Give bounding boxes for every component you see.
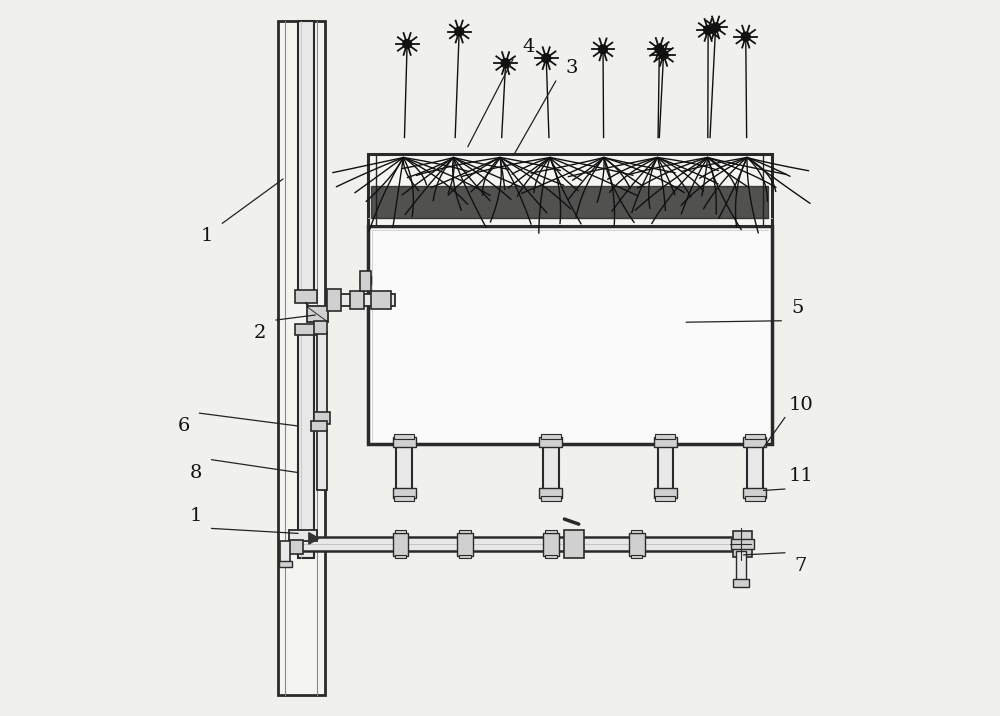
Bar <box>393 488 416 498</box>
Text: 2: 2 <box>254 324 266 342</box>
Bar <box>457 533 473 556</box>
Bar <box>743 488 766 498</box>
Bar <box>564 530 584 558</box>
Bar <box>745 434 765 439</box>
Circle shape <box>659 51 668 59</box>
Circle shape <box>501 59 510 67</box>
Bar <box>539 488 562 498</box>
Bar <box>289 530 317 541</box>
Bar <box>279 561 292 567</box>
Text: 1: 1 <box>190 506 202 525</box>
Bar <box>733 579 749 587</box>
Bar <box>327 294 395 306</box>
Bar <box>317 332 327 417</box>
Bar <box>459 555 471 558</box>
Bar <box>298 329 314 558</box>
Bar <box>314 412 330 424</box>
Text: 8: 8 <box>190 463 202 482</box>
Circle shape <box>455 27 463 36</box>
Polygon shape <box>371 186 768 218</box>
Bar <box>295 290 317 303</box>
Bar <box>541 496 561 501</box>
Bar <box>289 540 303 554</box>
Bar <box>747 444 763 490</box>
Bar <box>655 434 675 439</box>
Circle shape <box>704 26 712 34</box>
Text: 4: 4 <box>522 37 535 56</box>
Text: 5: 5 <box>791 299 803 317</box>
Text: 7: 7 <box>795 556 807 575</box>
Bar <box>278 21 325 695</box>
Bar <box>545 555 557 558</box>
Bar <box>539 437 562 447</box>
Bar <box>629 533 645 556</box>
Bar <box>393 437 416 447</box>
Bar <box>314 321 327 334</box>
Bar <box>394 434 414 439</box>
Bar <box>543 533 559 556</box>
Bar <box>658 444 673 490</box>
Bar <box>654 488 677 498</box>
Bar <box>307 306 328 322</box>
Text: 10: 10 <box>788 395 813 414</box>
Bar <box>396 444 412 490</box>
Bar <box>295 324 317 335</box>
Bar <box>731 539 754 549</box>
Bar <box>393 533 408 556</box>
Bar <box>733 531 752 557</box>
Bar <box>371 291 391 309</box>
Bar <box>543 444 559 490</box>
Text: 3: 3 <box>565 59 578 77</box>
Bar <box>745 496 765 501</box>
Bar <box>743 437 766 447</box>
Bar <box>317 430 327 490</box>
Circle shape <box>741 32 750 41</box>
Bar <box>327 289 341 311</box>
Bar <box>350 291 364 309</box>
Bar <box>280 541 290 563</box>
Circle shape <box>599 45 607 54</box>
Bar <box>736 551 746 580</box>
Bar <box>368 226 772 444</box>
Bar <box>360 271 371 291</box>
Text: 6: 6 <box>177 417 190 435</box>
Circle shape <box>542 54 551 62</box>
Bar <box>296 537 736 551</box>
Bar <box>395 530 406 533</box>
Circle shape <box>711 23 720 32</box>
Bar <box>545 530 557 533</box>
Circle shape <box>403 39 411 48</box>
Bar <box>395 555 406 558</box>
Bar <box>654 437 677 447</box>
Polygon shape <box>309 533 319 544</box>
Bar <box>631 530 642 533</box>
Bar <box>459 530 471 533</box>
Circle shape <box>655 44 664 53</box>
Bar <box>368 154 772 226</box>
Bar <box>360 276 371 284</box>
Text: 11: 11 <box>788 467 813 485</box>
Bar <box>394 496 414 501</box>
Bar <box>655 496 675 501</box>
Bar <box>298 21 314 301</box>
Bar <box>541 434 561 439</box>
Bar <box>631 555 642 558</box>
Text: 1: 1 <box>200 227 213 246</box>
Bar <box>311 421 327 431</box>
